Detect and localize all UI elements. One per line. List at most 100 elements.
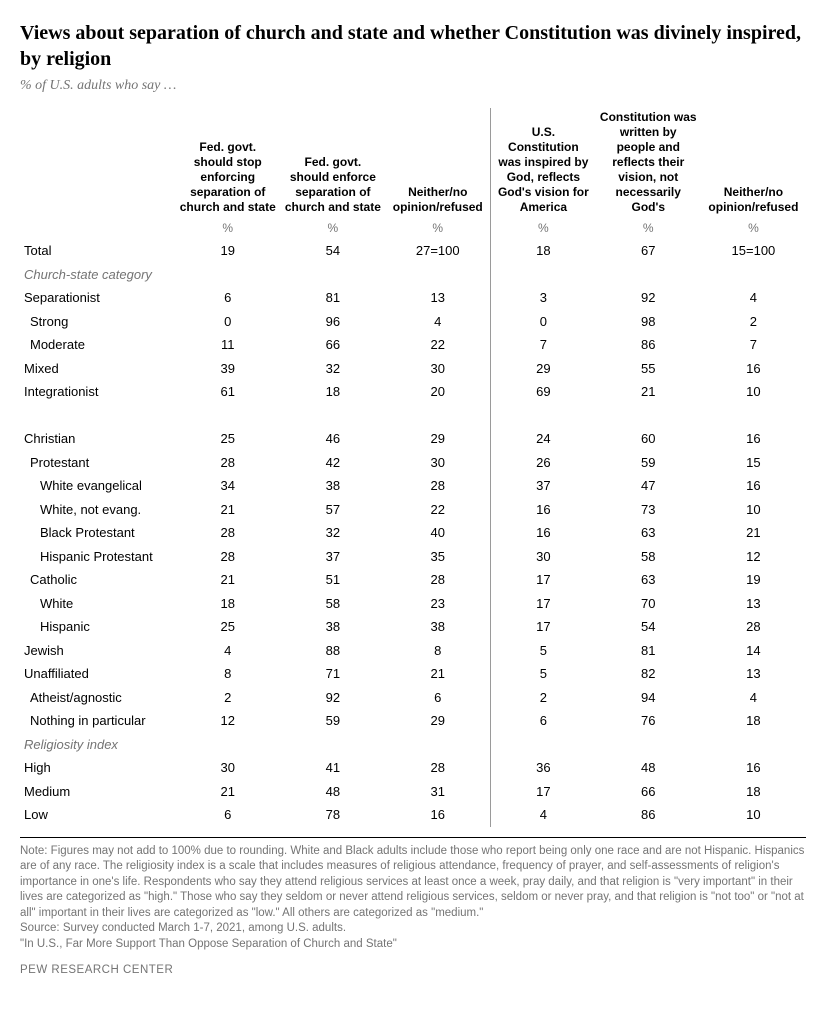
- cell: 4: [701, 686, 806, 710]
- cell: 18: [491, 239, 596, 263]
- cell: 30: [491, 545, 596, 569]
- cell: 59: [596, 451, 701, 475]
- cell: 78: [280, 803, 385, 827]
- note-text: Note: Figures may not add to 100% due to…: [20, 844, 806, 922]
- cell: 13: [701, 662, 806, 686]
- table-row: Medium 21 48 31 17 66 18: [20, 780, 806, 804]
- row-label: Catholic: [20, 568, 175, 592]
- cell: 30: [175, 756, 280, 780]
- row-label: Medium: [20, 780, 175, 804]
- col-header: U.S. Constitution was inspired by God, r…: [491, 108, 596, 217]
- row-label: Christian: [20, 427, 175, 451]
- cell: 67: [596, 239, 701, 263]
- page-subtitle: % of U.S. adults who say …: [20, 78, 806, 94]
- row-label: White: [20, 592, 175, 616]
- cell: 12: [175, 709, 280, 733]
- cell: 6: [385, 686, 490, 710]
- table-row: Strong 0 96 4 0 98 2: [20, 310, 806, 334]
- table-row: Catholic 21 51 28 17 63 19: [20, 568, 806, 592]
- cell: 18: [175, 592, 280, 616]
- cell: 58: [596, 545, 701, 569]
- cell: 81: [280, 286, 385, 310]
- cell: 28: [385, 756, 490, 780]
- cell: 0: [491, 310, 596, 334]
- table-row: Integrationist 61 18 20 69 21 10: [20, 380, 806, 404]
- cell: 42: [280, 451, 385, 475]
- cell: 37: [280, 545, 385, 569]
- cell: 30: [385, 451, 490, 475]
- cell: 86: [596, 803, 701, 827]
- cell: 59: [280, 709, 385, 733]
- cell: 57: [280, 498, 385, 522]
- table-row: Low 6 78 16 4 86 10: [20, 803, 806, 827]
- cell: 63: [596, 568, 701, 592]
- cell: 6: [175, 286, 280, 310]
- table-row: Moderate 11 66 22 7 86 7: [20, 333, 806, 357]
- cell: 21: [175, 568, 280, 592]
- page-title: Views about separation of church and sta…: [20, 20, 806, 72]
- table-row: Separationist 6 81 13 3 92 4: [20, 286, 806, 310]
- cell: 27=100: [385, 239, 490, 263]
- cell: 13: [701, 592, 806, 616]
- cell: 36: [491, 756, 596, 780]
- row-label: Integrationist: [20, 380, 175, 404]
- cell: 17: [491, 780, 596, 804]
- cell: 60: [596, 427, 701, 451]
- cell: 0: [175, 310, 280, 334]
- pct-row: % % % % % %: [20, 217, 806, 239]
- table-row: Hispanic Protestant 28 37 35 30 58 12: [20, 545, 806, 569]
- cell: 22: [385, 333, 490, 357]
- cell: 46: [280, 427, 385, 451]
- cell: 4: [385, 310, 490, 334]
- cell: 25: [175, 615, 280, 639]
- pct-label: %: [596, 217, 701, 239]
- cell: 16: [491, 498, 596, 522]
- cell: 48: [280, 780, 385, 804]
- cell: 76: [596, 709, 701, 733]
- cell: 15=100: [701, 239, 806, 263]
- row-label: Hispanic: [20, 615, 175, 639]
- col-header: Constitution was written by people and r…: [596, 108, 701, 217]
- cell: 16: [701, 756, 806, 780]
- col-header: Fed. govt. should enforce separation of …: [280, 108, 385, 217]
- cell: 14: [701, 639, 806, 663]
- cell: 31: [385, 780, 490, 804]
- cell: 7: [701, 333, 806, 357]
- table-row: Unaffiliated 8 71 21 5 82 13: [20, 662, 806, 686]
- cell: 47: [596, 474, 701, 498]
- cell: 15: [701, 451, 806, 475]
- pct-label: %: [491, 217, 596, 239]
- cell: 19: [701, 568, 806, 592]
- table-row: White 18 58 23 17 70 13: [20, 592, 806, 616]
- cell: 4: [175, 639, 280, 663]
- row-label: Jewish: [20, 639, 175, 663]
- footer-attribution: PEW RESEARCH CENTER: [20, 964, 806, 976]
- cell: 21: [175, 498, 280, 522]
- cell: 16: [701, 357, 806, 381]
- row-label: Nothing in particular: [20, 709, 175, 733]
- cell: 28: [701, 615, 806, 639]
- row-label: Black Protestant: [20, 521, 175, 545]
- cell: 8: [385, 639, 490, 663]
- cell: 2: [491, 686, 596, 710]
- cell: 38: [280, 615, 385, 639]
- cell: 17: [491, 592, 596, 616]
- cell: 29: [491, 357, 596, 381]
- cell: 7: [491, 333, 596, 357]
- cell: 98: [596, 310, 701, 334]
- row-label: White, not evang.: [20, 498, 175, 522]
- row-label: Strong: [20, 310, 175, 334]
- cell: 88: [280, 639, 385, 663]
- cell: 17: [491, 615, 596, 639]
- cell: 37: [491, 474, 596, 498]
- cell: 92: [280, 686, 385, 710]
- cell: 51: [280, 568, 385, 592]
- row-label: High: [20, 756, 175, 780]
- cell: 66: [596, 780, 701, 804]
- table-row: Black Protestant 28 32 40 16 63 21: [20, 521, 806, 545]
- cell: 82: [596, 662, 701, 686]
- table-row: Protestant 28 42 30 26 59 15: [20, 451, 806, 475]
- table-row: Atheist/agnostic 2 92 6 2 94 4: [20, 686, 806, 710]
- cell: 21: [175, 780, 280, 804]
- cell: 63: [596, 521, 701, 545]
